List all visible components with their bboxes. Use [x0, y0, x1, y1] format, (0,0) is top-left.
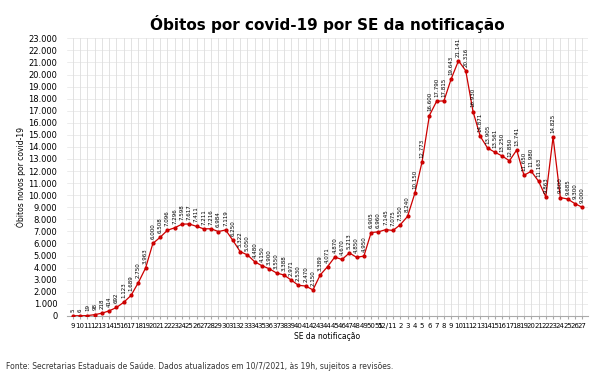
Text: 4.480: 4.480	[252, 242, 257, 258]
Text: 11.650: 11.650	[522, 152, 526, 171]
Text: 13.250: 13.250	[500, 132, 505, 152]
Text: 6.000: 6.000	[150, 224, 156, 239]
Text: 414: 414	[107, 296, 112, 307]
Text: 11.980: 11.980	[529, 148, 534, 167]
Text: 4.850: 4.850	[354, 237, 359, 253]
Text: 692: 692	[114, 293, 119, 303]
Title: Óbitos por covid-19 por SE da notificação: Óbitos por covid-19 por SE da notificaçã…	[150, 15, 505, 33]
Text: 20.316: 20.316	[463, 47, 469, 66]
Text: 2.750: 2.750	[136, 263, 141, 279]
Text: 8.240: 8.240	[405, 196, 410, 212]
Text: 3.900: 3.900	[267, 249, 272, 265]
Text: 9.300: 9.300	[572, 184, 578, 200]
Text: 6.905: 6.905	[368, 213, 374, 228]
Text: 19: 19	[85, 304, 90, 311]
Text: 3.389: 3.389	[318, 255, 323, 271]
Text: 10.150: 10.150	[412, 170, 417, 189]
Text: 5.050: 5.050	[245, 235, 250, 251]
Text: 12.773: 12.773	[420, 138, 425, 158]
Text: 7.617: 7.617	[187, 204, 192, 220]
Text: 9.800: 9.800	[558, 178, 563, 194]
Text: 4.670: 4.670	[339, 240, 344, 255]
Text: 7.296: 7.296	[172, 208, 177, 224]
Text: 7.096: 7.096	[165, 210, 170, 226]
Text: 6.960: 6.960	[376, 212, 381, 228]
Text: 3.963: 3.963	[143, 248, 148, 264]
Text: 7.075: 7.075	[391, 210, 396, 226]
Text: 1.689: 1.689	[128, 276, 133, 291]
Text: 17.790: 17.790	[434, 78, 439, 97]
Text: 4.071: 4.071	[325, 247, 330, 262]
Text: 4.870: 4.870	[332, 237, 337, 253]
Text: 7.145: 7.145	[384, 210, 388, 225]
Text: 9.863: 9.863	[543, 177, 548, 193]
Text: 6.984: 6.984	[216, 211, 221, 227]
Text: 12.850: 12.850	[507, 137, 512, 157]
Text: 98: 98	[92, 303, 97, 310]
Text: 6: 6	[78, 308, 83, 312]
Text: 7.598: 7.598	[180, 204, 185, 220]
Text: 7.119: 7.119	[223, 210, 228, 226]
Text: 19.643: 19.643	[449, 56, 453, 75]
Y-axis label: Óbitos novos por covid-19: Óbitos novos por covid-19	[15, 127, 25, 227]
Text: 6.250: 6.250	[230, 220, 235, 236]
Text: 7.211: 7.211	[201, 209, 206, 225]
Text: 14.871: 14.871	[478, 113, 483, 132]
Text: 5.322: 5.322	[238, 232, 242, 248]
Text: 3.550: 3.550	[274, 253, 279, 269]
Text: 218: 218	[99, 298, 104, 309]
Text: 17.815: 17.815	[441, 78, 446, 97]
Text: 7.411: 7.411	[194, 207, 199, 222]
X-axis label: SE da notificação: SE da notificação	[294, 332, 361, 341]
Text: 2.470: 2.470	[303, 266, 308, 282]
Text: 5: 5	[71, 308, 75, 312]
Text: 2.971: 2.971	[289, 260, 294, 276]
Text: 5.213: 5.213	[347, 233, 352, 249]
Text: 13.741: 13.741	[514, 127, 519, 146]
Text: 4.950: 4.950	[361, 236, 367, 252]
Text: 13.905: 13.905	[485, 124, 490, 144]
Text: 4.150: 4.150	[259, 246, 265, 262]
Text: 9.000: 9.000	[579, 188, 585, 203]
Text: 13.561: 13.561	[493, 129, 497, 148]
Text: 7.216: 7.216	[209, 209, 213, 225]
Text: 16.600: 16.600	[427, 92, 432, 111]
Text: 3.388: 3.388	[282, 255, 286, 271]
Text: 21.141: 21.141	[456, 38, 461, 57]
Text: 2.150: 2.150	[311, 270, 315, 286]
Text: 14.825: 14.825	[551, 114, 555, 133]
Text: 16.930: 16.930	[470, 88, 476, 107]
Text: 11.163: 11.163	[536, 158, 541, 177]
Text: 6.508: 6.508	[157, 217, 163, 233]
Text: 1.123: 1.123	[121, 282, 126, 298]
Text: 7.550: 7.550	[398, 205, 403, 220]
Text: 9.685: 9.685	[565, 179, 570, 195]
Text: 2.530: 2.530	[296, 266, 301, 281]
Text: Fonte: Secretarias Estaduais de Saúde. Dados atualizados em 10/7/2021, às 19h, s: Fonte: Secretarias Estaduais de Saúde. D…	[6, 362, 393, 371]
